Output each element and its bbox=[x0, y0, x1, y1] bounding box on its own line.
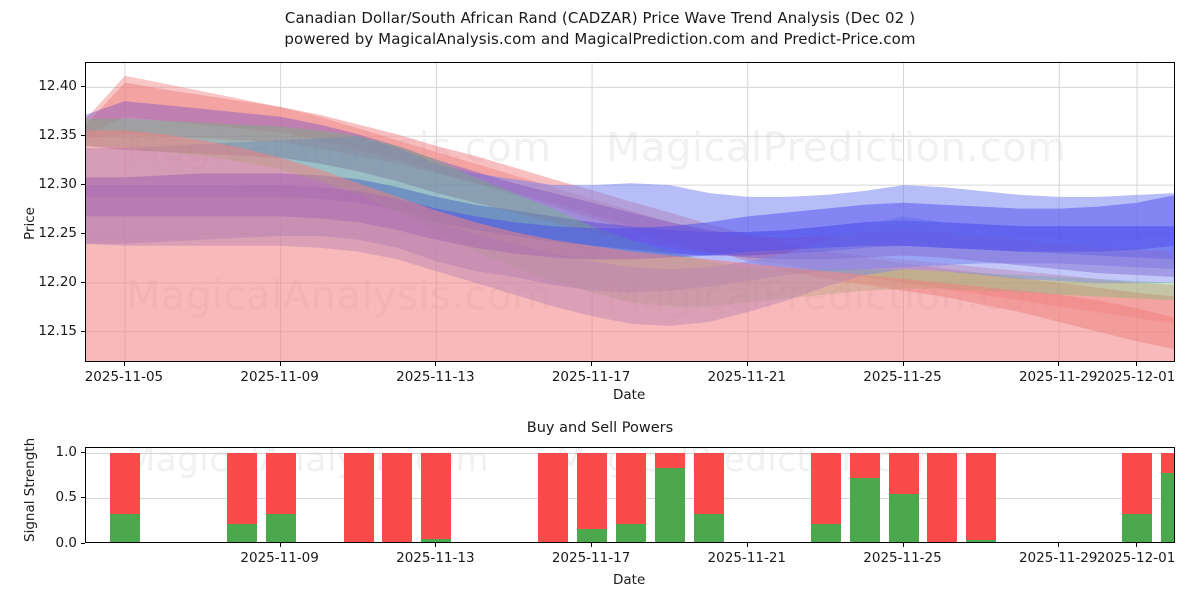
bar-segment-buy[interactable] bbox=[654, 468, 685, 542]
price-x-tick-mark bbox=[591, 362, 593, 366]
buy-sell-x-tick-mark bbox=[1136, 543, 1138, 547]
bar-segment-sell[interactable] bbox=[109, 452, 140, 514]
bar-segment-sell[interactable] bbox=[966, 452, 997, 541]
bar-segment-buy[interactable] bbox=[888, 493, 919, 542]
price-x-tick-mark bbox=[902, 362, 904, 366]
buy-sell-y-axis-title: Signal Strength bbox=[22, 437, 38, 542]
bar-segment-buy[interactable] bbox=[421, 539, 452, 542]
bar-segment-buy[interactable] bbox=[966, 540, 997, 542]
bar-segment-sell[interactable] bbox=[343, 452, 374, 542]
price-x-tick-mark bbox=[746, 362, 748, 366]
buy-sell-y-tick-mark bbox=[81, 543, 85, 544]
buy-sell-x-tick-mark bbox=[746, 543, 748, 547]
buy-sell-x-tick-label: 2025-11-09 bbox=[240, 550, 319, 566]
bar-segment-buy[interactable] bbox=[810, 523, 841, 542]
buy-sell-x-axis-title: Date bbox=[613, 572, 646, 588]
bar-segment-sell[interactable] bbox=[654, 452, 685, 469]
price-wave-panel: MagicalAnalysis.com MagicalPrediction.co… bbox=[22, 62, 1176, 403]
buy-sell-panel: Buy and Sell Powers MagicalAnalysis.com … bbox=[0, 400, 1200, 600]
bar-segment-buy[interactable] bbox=[693, 513, 724, 542]
price-y-tick-label: 12.40 bbox=[38, 78, 77, 95]
buy-sell-x-tick-label: 2025-11-13 bbox=[396, 550, 475, 566]
bar-segment-buy[interactable] bbox=[1122, 513, 1153, 542]
buy-sell-x-tick-label: 2025-11-21 bbox=[707, 550, 787, 566]
price-x-tick-label: 2025-11-05 bbox=[84, 369, 164, 385]
bar-segment-sell[interactable] bbox=[1161, 452, 1174, 473]
price-wave-bands bbox=[86, 63, 1174, 361]
title-line-2: powered by MagicalAnalysis.com and Magic… bbox=[284, 30, 916, 48]
price-y-tick-mark bbox=[81, 330, 85, 332]
price-y-tick-label: 12.20 bbox=[38, 273, 77, 290]
bar-segment-buy[interactable] bbox=[1161, 472, 1174, 542]
buy-sell-x-tick-label: 2025-11-25 bbox=[863, 550, 942, 566]
buy-sell-x-tick-label: 2025-11-17 bbox=[551, 550, 631, 566]
bar-segment-buy[interactable] bbox=[577, 529, 608, 542]
buy-sell-x-tick-mark bbox=[591, 543, 593, 547]
bar-segment-sell[interactable] bbox=[927, 452, 958, 542]
price-x-tick-mark bbox=[1136, 362, 1138, 366]
price-y-tick-mark bbox=[81, 86, 85, 88]
wave-band-red-lower-envelope bbox=[86, 130, 1174, 361]
wave-band-green-wave bbox=[86, 118, 1174, 307]
buy-sell-y-tick-mark bbox=[81, 451, 85, 453]
bar-segment-sell[interactable] bbox=[538, 452, 569, 542]
bar-segment-sell[interactable] bbox=[226, 452, 257, 524]
price-x-tick-label: 2025-11-13 bbox=[396, 369, 475, 385]
buy-sell-y-tick-label: 0.0 bbox=[55, 535, 77, 551]
price-x-tick-mark bbox=[435, 362, 437, 366]
bar-segment-buy[interactable] bbox=[849, 478, 880, 542]
buy-sell-x-tick-mark bbox=[279, 543, 281, 547]
bar-segment-buy[interactable] bbox=[265, 513, 296, 542]
price-y-tick-label: 12.30 bbox=[38, 176, 77, 193]
bar-segment-sell[interactable] bbox=[421, 452, 452, 540]
bar-segment-buy[interactable] bbox=[109, 513, 140, 542]
page-title: Canadian Dollar/South African Rand (CADZ… bbox=[0, 8, 1200, 50]
price-y-tick-label: 12.35 bbox=[38, 127, 77, 144]
bar-segment-sell[interactable] bbox=[693, 452, 724, 514]
buy-sell-x-tick-label: 2025-11-29 bbox=[1018, 550, 1098, 566]
bar-segment-sell[interactable] bbox=[888, 452, 919, 494]
price-plot-area: MagicalAnalysis.com MagicalPrediction.co… bbox=[85, 62, 1175, 362]
bar-segment-sell[interactable] bbox=[1122, 452, 1153, 514]
bar-segment-sell[interactable] bbox=[810, 452, 841, 524]
price-x-tick-mark bbox=[1058, 362, 1060, 366]
bar-segment-sell[interactable] bbox=[265, 452, 296, 514]
price-x-axis-title: Date bbox=[613, 387, 646, 403]
price-x-tick-label: 2025-11-21 bbox=[707, 369, 787, 385]
price-y-tick-mark bbox=[81, 281, 85, 283]
buy-sell-x-tick-label: 2025-12-01 bbox=[1096, 550, 1176, 566]
price-y-tick-label: 12.15 bbox=[38, 322, 77, 339]
buy-sell-y-tick-label: 1.0 bbox=[55, 443, 77, 460]
buy-sell-x-tick-mark bbox=[1058, 543, 1060, 547]
price-x-tick-label: 2025-11-09 bbox=[240, 369, 319, 385]
price-y-tick-label: 12.25 bbox=[38, 225, 77, 241]
buy-sell-title: Buy and Sell Powers bbox=[526, 420, 674, 436]
bar-segment-sell[interactable] bbox=[577, 452, 608, 530]
price-y-tick-mark bbox=[81, 184, 85, 186]
buy-sell-x-tick-mark bbox=[435, 543, 437, 547]
price-y-tick-mark bbox=[81, 135, 85, 137]
price-x-tick-mark bbox=[279, 362, 281, 366]
buy-sell-plot-area: MagicalAnalysis.com MagicalPrediction.co… bbox=[85, 447, 1175, 543]
buy-sell-y-tick-mark bbox=[81, 497, 85, 499]
price-y-axis-title: Price bbox=[22, 207, 38, 240]
title-line-1: Canadian Dollar/South African Rand (CADZ… bbox=[284, 9, 916, 27]
price-x-tick-label: 2025-12-01 bbox=[1096, 369, 1176, 385]
bar-segment-sell[interactable] bbox=[849, 452, 880, 479]
price-y-tick-mark bbox=[81, 233, 85, 234]
bar-segment-buy[interactable] bbox=[616, 523, 646, 542]
price-x-tick-label: 2025-11-29 bbox=[1018, 369, 1098, 385]
price-x-tick-label: 2025-11-17 bbox=[551, 369, 631, 385]
bar-segment-sell[interactable] bbox=[616, 452, 646, 524]
buy-sell-y-tick-label: 0.5 bbox=[55, 489, 77, 506]
price-x-tick-label: 2025-11-25 bbox=[863, 369, 942, 385]
price-x-tick-mark bbox=[123, 362, 125, 366]
bar-segment-buy[interactable] bbox=[226, 523, 257, 542]
buy-sell-x-tick-mark bbox=[902, 543, 904, 547]
bar-segment-sell[interactable] bbox=[382, 452, 413, 542]
